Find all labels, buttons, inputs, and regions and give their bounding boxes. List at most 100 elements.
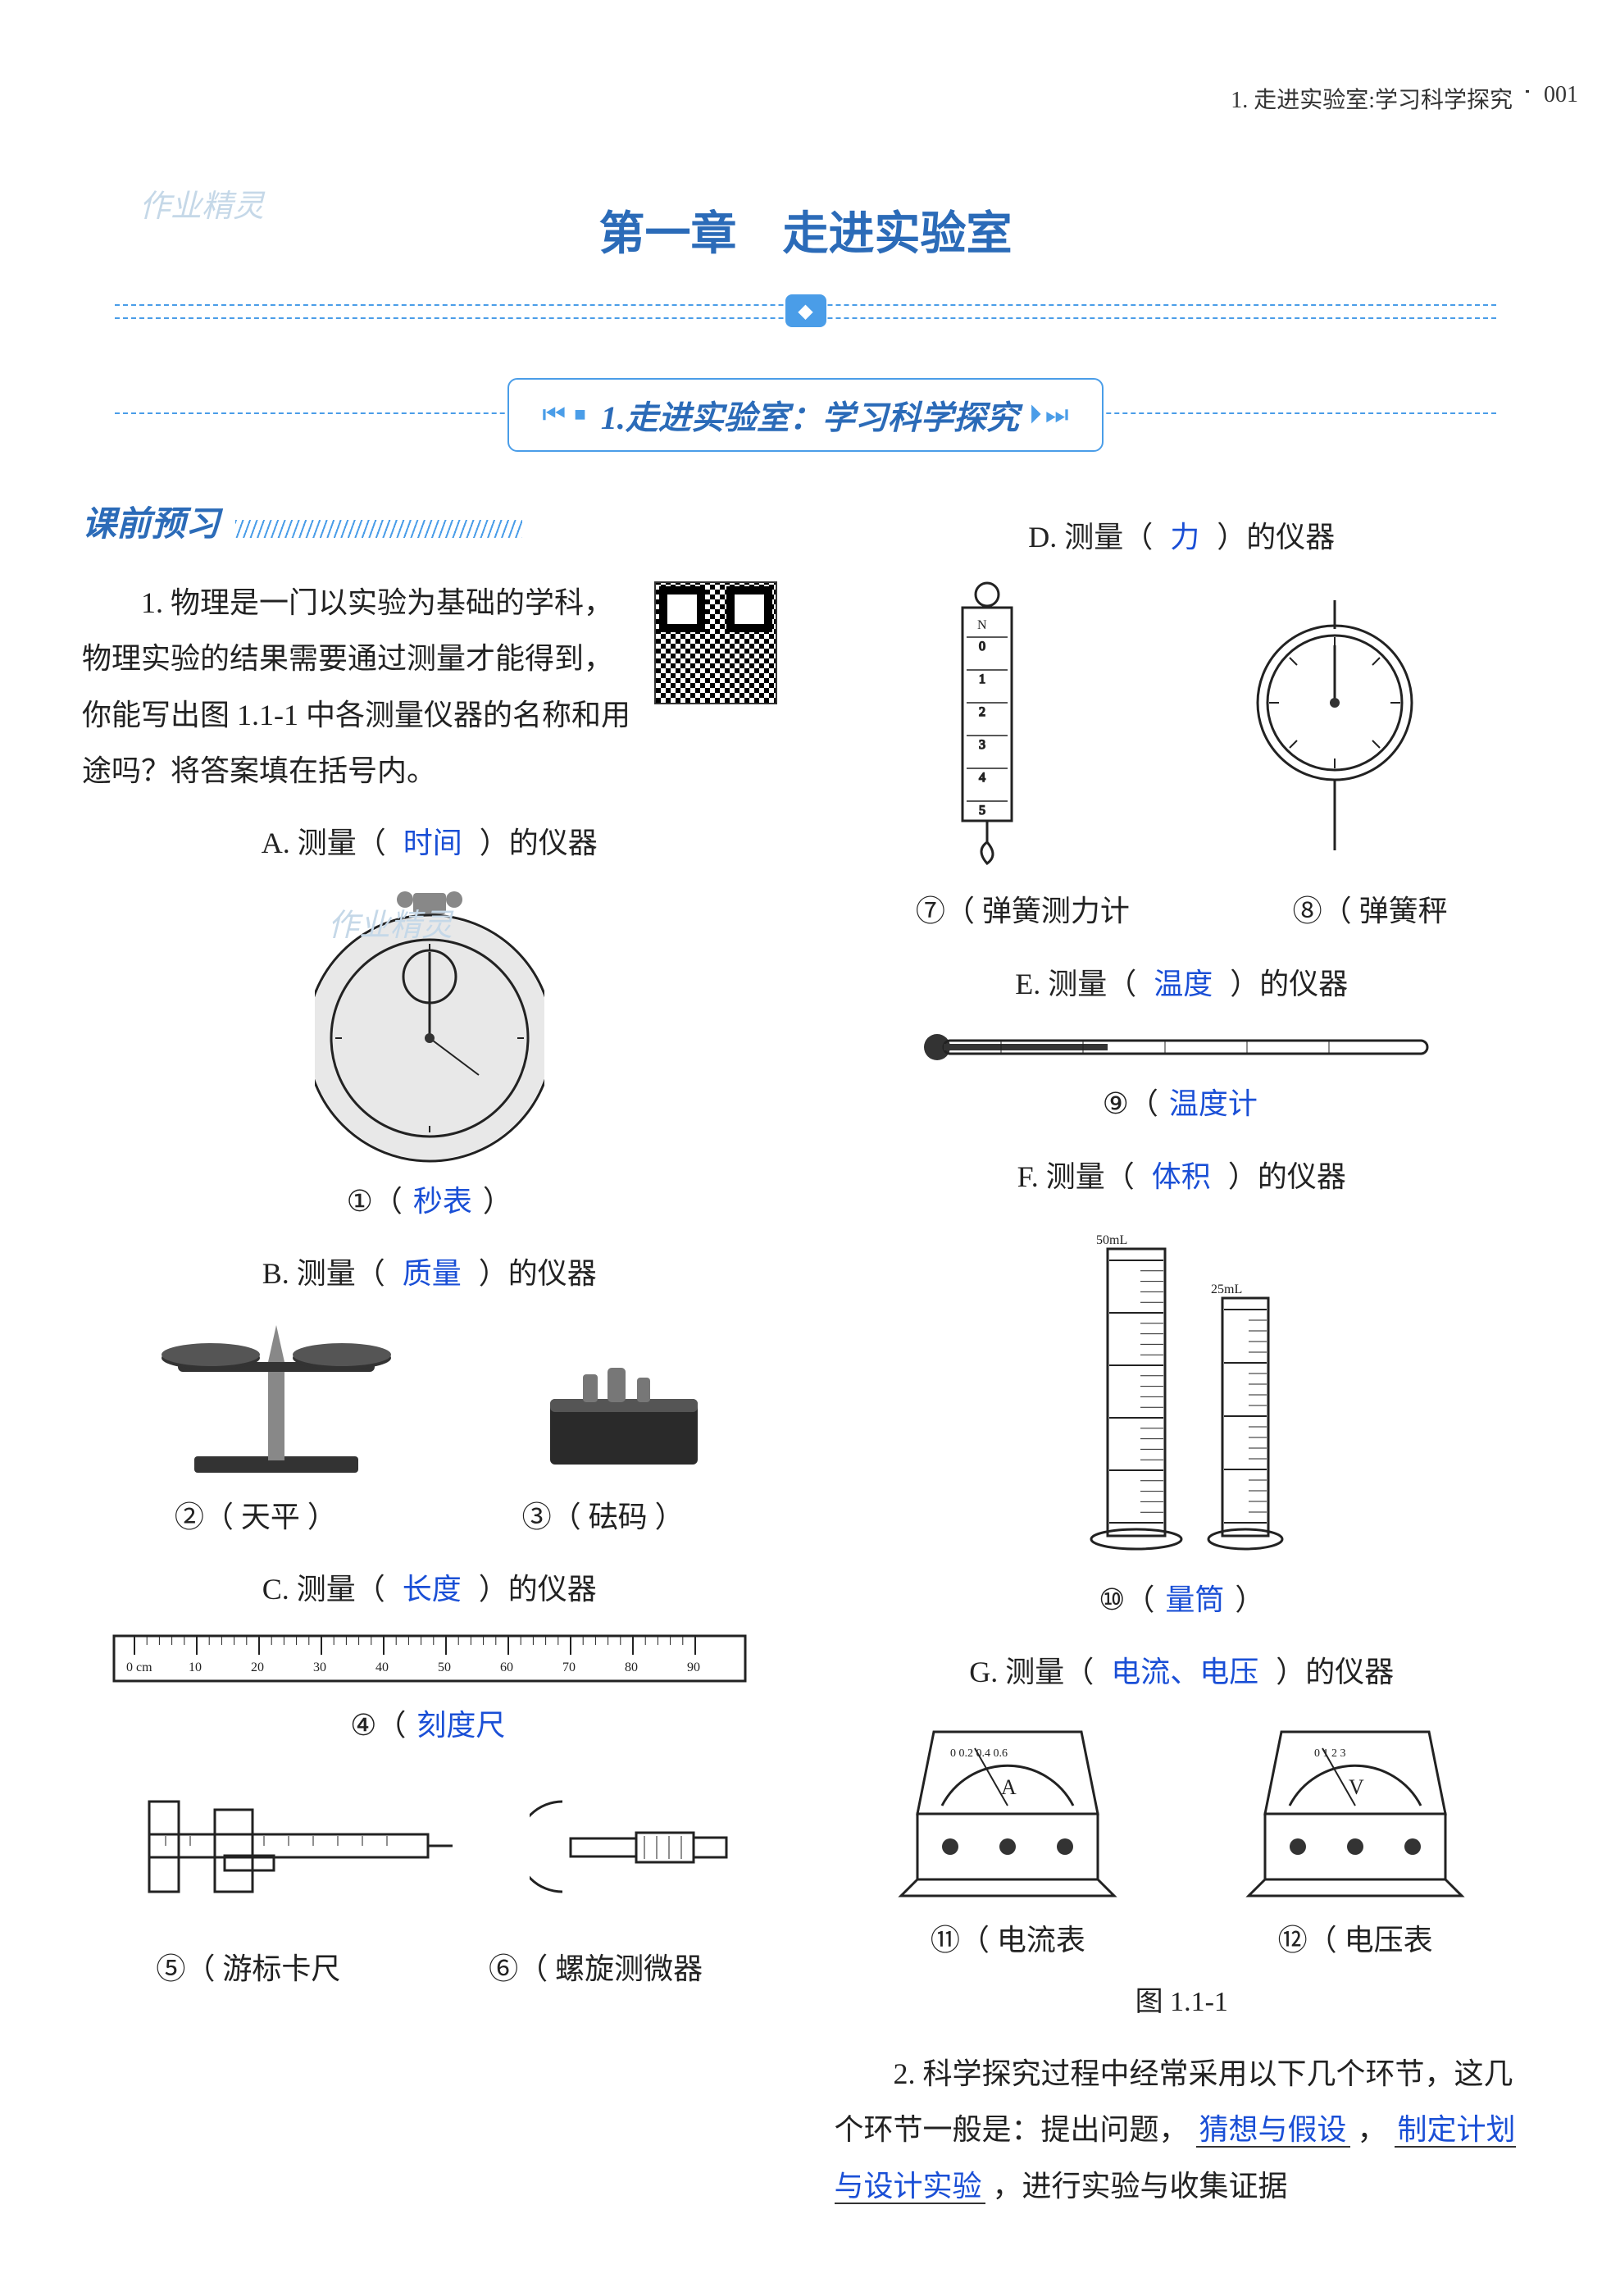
- label-9: ⑨（ 温度计: [835, 1076, 1530, 1132]
- vernier-caliper-icon: [116, 1777, 461, 1925]
- item-g-suffix: ）的仪器: [1276, 1656, 1394, 1688]
- spring-dynamometer-icon: N 0 1 2 3 4 5: [922, 580, 1053, 875]
- svg-text:V: V: [1349, 1775, 1364, 1799]
- label-12-num: ⑫（: [1278, 1924, 1337, 1957]
- q2-text: 2. 科学探究过程中经常采用以下几个环节，这几个环节一般是：提出问题， 猜想与假…: [835, 2046, 1530, 2214]
- ammeter-icon: A 0 0.2 0.4 0.6: [885, 1715, 1131, 1904]
- svg-text:0 0.2 0.4 0.6: 0 0.2 0.4 0.6: [950, 1747, 1008, 1760]
- svg-text:1: 1: [979, 672, 985, 686]
- chapter-divider: ◆: [115, 288, 1496, 337]
- item-d-head: D. 测量（ 力 ）的仪器: [835, 509, 1530, 565]
- cyl-25-label: 25mL: [1211, 1282, 1242, 1296]
- item-d-answer: 力: [1160, 521, 1209, 554]
- qr-code: [654, 581, 777, 704]
- item-e-prefix: E. 测量（: [1015, 968, 1136, 1000]
- section-title-box: ⏮ ■ 1.走进实验室：学习科学探究 ⏵ ⏭: [507, 378, 1103, 452]
- item-g-answer: 电流、电压: [1101, 1656, 1268, 1688]
- item-g-prefix: G. 测量（: [969, 1656, 1094, 1688]
- label-3-close: ）: [655, 1501, 685, 1533]
- label-7-ans: 弹簧测力计: [982, 895, 1130, 927]
- header-breadcrumb: 1. 走进实验室:学习科学探究: [1231, 82, 1513, 115]
- label-8-num: ⑧（: [1293, 895, 1352, 927]
- label-1: ①（ 秒表 ）: [82, 1173, 777, 1229]
- item-d-suffix: ）的仪器: [1217, 521, 1335, 554]
- cylinders-figure: 50mL 25mL: [835, 1219, 1530, 1564]
- svg-text:90: 90: [687, 1660, 700, 1674]
- svg-text:20: 20: [251, 1660, 264, 1674]
- micrometer-icon: [530, 1769, 743, 1933]
- svg-text:0: 0: [979, 640, 985, 654]
- balance-scale-icon: [145, 1317, 407, 1481]
- item-d-prefix: D. 测量（: [1028, 521, 1153, 554]
- label-3-ans: 砝码: [589, 1501, 648, 1533]
- ruler-figure: 0 cm102030405060708090: [82, 1632, 777, 1689]
- label-1-ans: 秒表: [410, 1185, 476, 1218]
- item-b-suffix: ）的仪器: [479, 1257, 597, 1290]
- item-a-answer: 时间: [394, 827, 472, 859]
- svg-text:5: 5: [979, 804, 985, 818]
- item-b-head: B. 测量（ 质量 ）的仪器: [82, 1246, 777, 1301]
- spring-scale-dial-icon: [1228, 596, 1441, 859]
- label-12-ans: 电压表: [1345, 1924, 1433, 1957]
- item-a-prefix: A. 测量（: [262, 827, 386, 859]
- item-f-head: F. 测量（ 体积 ）的仪器: [835, 1149, 1530, 1205]
- svg-text:30: 30: [313, 1660, 326, 1674]
- graduated-cylinders-icon: 50mL 25mL: [1017, 1219, 1345, 1564]
- item-e-head: E. 测量（ 温度 ）的仪器: [835, 956, 1530, 1012]
- divider-badge-icon: ◆: [785, 294, 826, 327]
- item-e-suffix: ）的仪器: [1230, 968, 1348, 1000]
- label-4-num: ④（: [350, 1709, 406, 1742]
- label-8-ans: 弹簧秤: [1359, 895, 1448, 927]
- svg-text:40: 40: [375, 1660, 389, 1674]
- svg-text:60: 60: [500, 1660, 513, 1674]
- chapter-title: 第一章 走进实验室: [82, 197, 1529, 263]
- item-f-prefix: F. 测量（: [1017, 1160, 1135, 1193]
- label-10-close: ）: [1235, 1583, 1264, 1616]
- item-b-answer: 质量: [393, 1257, 471, 1290]
- item-c-answer: 长度: [393, 1573, 471, 1606]
- q2-sep2: ，进行实验与收集证据: [993, 2170, 1288, 2203]
- section-title: 1.走进实验室：学习科学探究: [594, 399, 1026, 436]
- voltmeter-icon: V 0 1 2 3: [1232, 1715, 1478, 1904]
- svg-text:N: N: [977, 618, 987, 632]
- label-4-ans: 刻度尺: [413, 1709, 508, 1742]
- item-g-head: G. 测量（ 电流、电压 ）的仪器: [835, 1644, 1530, 1700]
- item-f-answer: 体积: [1142, 1160, 1221, 1193]
- svg-text:3: 3: [979, 738, 985, 752]
- label-3-num: ③（: [522, 1501, 581, 1533]
- label-2-ans: 天平: [241, 1501, 300, 1533]
- hatching-icon: [235, 520, 522, 538]
- svg-text:10: 10: [189, 1660, 202, 1674]
- square-icon: ■: [569, 404, 591, 426]
- ruler-icon: 0 cm102030405060708090: [110, 1632, 749, 1689]
- label-6-num: ⑥（: [489, 1952, 548, 1985]
- cyl-50-label: 50mL: [1096, 1233, 1127, 1247]
- figure-caption: 图 1.1-1: [835, 1976, 1530, 2029]
- svg-text:0 1 2 3: 0 1 2 3: [1314, 1747, 1346, 1760]
- item-a-head: A. 测量（ 时间 ）的仪器: [82, 815, 777, 871]
- item-c-prefix: C. 测量（: [262, 1573, 385, 1606]
- item-f-suffix: ）的仪器: [1228, 1160, 1346, 1193]
- svg-text:50: 50: [438, 1660, 451, 1674]
- header-rule: [1526, 90, 1529, 93]
- q2-answer-1: 猜想与假设: [1196, 2113, 1350, 2148]
- label-4: ④（ 刻度尺: [82, 1697, 777, 1753]
- item-c-suffix: ）的仪器: [479, 1573, 597, 1606]
- page-number: 001: [1544, 82, 1578, 108]
- label-1-close: ）: [483, 1185, 512, 1218]
- label-6-ans: 螺旋测微器: [555, 1952, 703, 1985]
- item-c-head: C. 测量（ 长度 ）的仪器: [82, 1561, 777, 1617]
- labels-11-12: ⑪（ 电流表 ⑫（ 电压表: [835, 1912, 1530, 1968]
- label-5-ans: 游标卡尺: [222, 1952, 340, 1985]
- item-e-answer: 温度: [1144, 968, 1222, 1000]
- weights-box-icon: [534, 1350, 714, 1481]
- labels-2-3: ②（ 天平 ） ③（ 砝码 ）: [82, 1489, 777, 1545]
- q2-sep1: ，: [1358, 2113, 1387, 2146]
- label-5-num: ⑤（: [156, 1952, 215, 1985]
- label-11-ans: 电流表: [997, 1924, 1085, 1957]
- arrow-skip-right-icon: ⏭: [1045, 399, 1069, 429]
- svg-text:2: 2: [979, 705, 985, 719]
- item-b-prefix: B. 测量（: [262, 1257, 385, 1290]
- label-9-ans: 温度计: [1166, 1087, 1261, 1120]
- preview-heading: 课前预习: [82, 493, 220, 558]
